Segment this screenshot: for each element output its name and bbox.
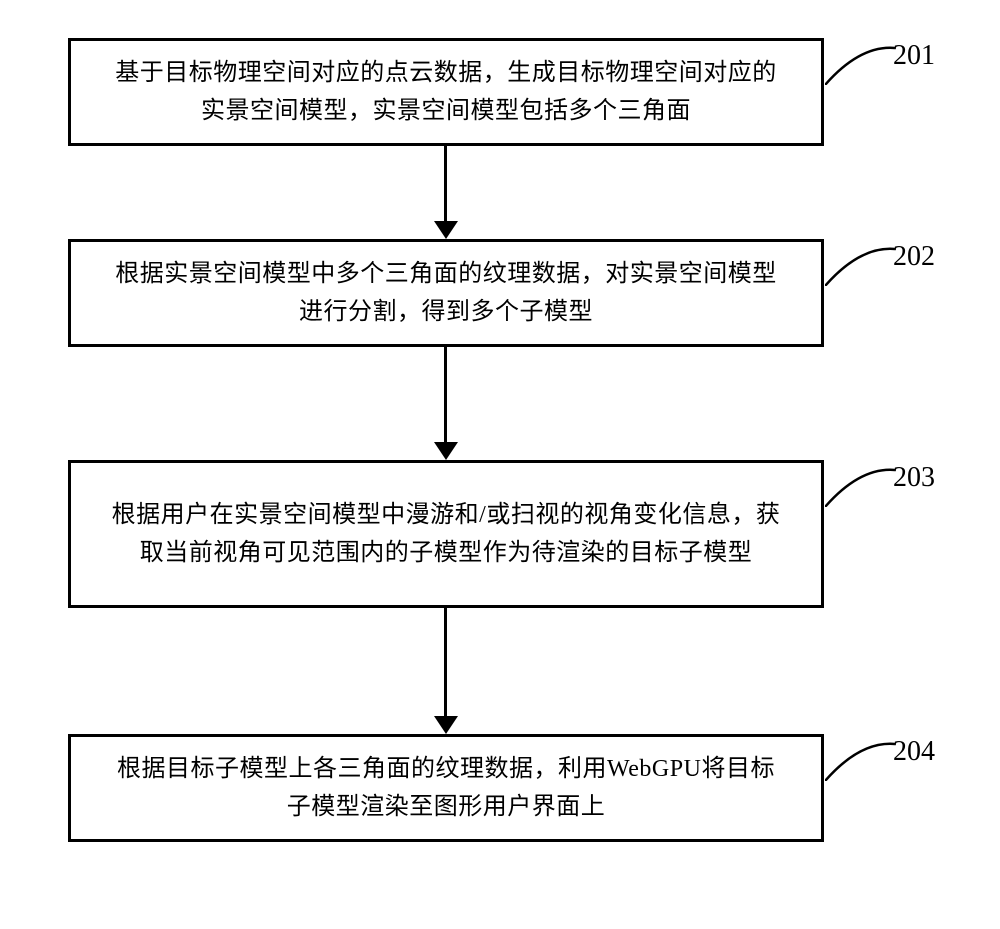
step-box-4: 根据目标子模型上各三角面的纹理数据，利用WebGPU将目标子模型渲染至图形用户界… [68,734,824,842]
step-text-3: 根据用户在实景空间模型中漫游和/或扫视的视角变化信息，获取当前视角可见范围内的子… [111,496,781,573]
arrow-2-3 [434,442,458,460]
label-connector-1 [825,40,895,85]
step-text-2: 根据实景空间模型中多个三角面的纹理数据，对实景空间模型进行分割，得到多个子模型 [111,255,781,332]
step-box-1: 基于目标物理空间对应的点云数据，生成目标物理空间对应的实景空间模型，实景空间模型… [68,38,824,146]
arrow-1-2 [434,221,458,239]
step-text-1: 基于目标物理空间对应的点云数据，生成目标物理空间对应的实景空间模型，实景空间模型… [111,54,781,131]
step-box-2: 根据实景空间模型中多个三角面的纹理数据，对实景空间模型进行分割，得到多个子模型 [68,239,824,347]
step-label-1: 201 [893,40,935,72]
arrow-3-4 [434,716,458,734]
connector-3-4 [444,608,447,716]
label-connector-4 [825,736,895,781]
step-label-3: 203 [893,462,935,494]
flowchart-container: 基于目标物理空间对应的点云数据，生成目标物理空间对应的实景空间模型，实景空间模型… [0,0,1000,929]
step-text-4: 根据目标子模型上各三角面的纹理数据，利用WebGPU将目标子模型渲染至图形用户界… [111,750,781,827]
step-box-3: 根据用户在实景空间模型中漫游和/或扫视的视角变化信息，获取当前视角可见范围内的子… [68,460,824,608]
label-connector-2 [825,241,895,286]
label-connector-3 [825,462,895,507]
connector-2-3 [444,347,447,442]
step-label-2: 202 [893,241,935,273]
step-label-4: 204 [893,736,935,768]
connector-1-2 [444,146,447,221]
